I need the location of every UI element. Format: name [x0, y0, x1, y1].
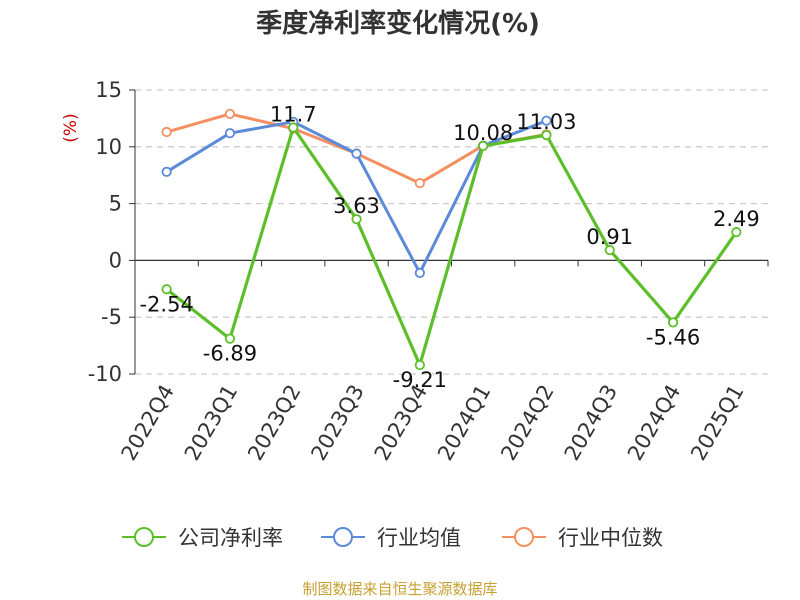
- legend[interactable]: 公司净利率 行业均值 行业中位数: [122, 526, 663, 550]
- data-label: 10.08: [453, 121, 513, 145]
- x-tick-label: 2023Q3: [306, 381, 368, 465]
- series-point[interactable]: [604, 244, 615, 256]
- legend-item[interactable]: 公司净利率: [122, 526, 283, 550]
- series-point[interactable]: [224, 128, 236, 139]
- series-point[interactable]: [161, 126, 172, 138]
- x-tick-label: 2025Q1: [686, 381, 748, 465]
- y-ticks: -10 -5 0 5 10 15: [88, 78, 122, 386]
- legend-label: 公司净利率: [178, 526, 283, 550]
- series-point[interactable]: [224, 108, 236, 119]
- series-point[interactable]: [667, 317, 679, 328]
- data-label: 0.91: [586, 225, 633, 249]
- x-tick-label: 2023Q4: [370, 381, 432, 465]
- data-label: 2.49: [713, 207, 760, 231]
- series-point[interactable]: [224, 333, 236, 344]
- x-tick-label: 2023Q2: [243, 381, 305, 465]
- data-label: -5.46: [646, 325, 700, 349]
- x-tick-label: 2023Q1: [180, 381, 242, 465]
- legend-marker: [134, 527, 154, 547]
- series-point[interactable]: [541, 115, 552, 126]
- data-label: 3.63: [333, 194, 380, 218]
- data-labels: -2.54 -6.89 11.7 3.63 -9.21 10.08 11.03 0.91 -5.…: [139, 102, 759, 392]
- y-tick-label: 10: [95, 135, 122, 159]
- series-point[interactable]: [414, 178, 425, 189]
- y-axis-label: (%): [61, 113, 81, 142]
- data-label: 11.03: [516, 110, 576, 134]
- y-tick-label: 5: [109, 192, 122, 216]
- series-point[interactable]: [351, 148, 362, 159]
- legend-label: 行业均值: [377, 526, 461, 550]
- data-label: -2.54: [139, 292, 193, 316]
- x-tick-label: 2024Q3: [560, 381, 622, 465]
- series-line: [165, 125, 738, 367]
- y-tick-label: -5: [101, 305, 122, 329]
- legend-label: 行业中位数: [558, 526, 663, 550]
- x-tick-label: 2024Q4: [623, 381, 685, 465]
- series-point[interactable]: [414, 359, 425, 371]
- data-label: -9.21: [393, 368, 447, 392]
- source-note: 制图数据来自恒生聚源数据库: [302, 580, 497, 598]
- y-tick-label: -10: [88, 362, 122, 386]
- chart-title: 季度净利率变化情况(%): [256, 8, 540, 39]
- series-point[interactable]: [414, 267, 425, 278]
- data-label: 11.7: [270, 102, 317, 126]
- x-tick-label: 2024Q1: [433, 381, 495, 465]
- series-point[interactable]: [478, 140, 489, 151]
- legend-item[interactable]: 行业均值: [321, 526, 461, 550]
- y-tick-label: 15: [95, 78, 122, 102]
- x-tick-label: 2024Q2: [496, 381, 558, 465]
- series-group: [161, 108, 742, 371]
- series-point[interactable]: [731, 227, 742, 238]
- x-ticks: 2022Q4 2023Q1 2023Q2 2023Q3 2023Q4 2024Q1 2024…: [117, 381, 749, 465]
- series-point[interactable]: [351, 214, 362, 225]
- data-label: -6.89: [203, 342, 257, 366]
- legend-marker: [514, 527, 534, 547]
- series-point[interactable]: [288, 122, 299, 133]
- series-point[interactable]: [541, 129, 552, 141]
- y-tick-label: 0: [109, 248, 122, 272]
- x-tick-label: 2022Q4: [117, 381, 179, 465]
- series-point[interactable]: [161, 166, 172, 177]
- legend-marker: [333, 527, 353, 547]
- legend-item[interactable]: 行业中位数: [502, 526, 663, 550]
- series-point[interactable]: [161, 284, 172, 295]
